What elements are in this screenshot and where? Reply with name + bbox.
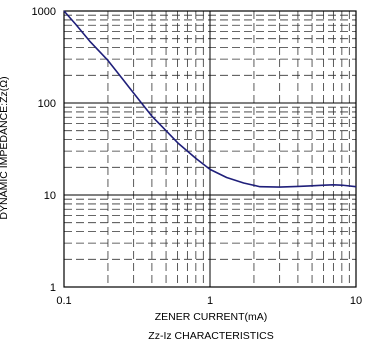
x-tick-label: 1 bbox=[207, 295, 213, 307]
x-tick-label: 10 bbox=[350, 295, 362, 307]
x-axis-title: ZENER CURRENT(mA) bbox=[155, 311, 268, 323]
x-tick-label: 0.1 bbox=[56, 295, 71, 307]
y-axis-title: DYNAMIC IMPEDANCE:Zz(Ω) bbox=[0, 76, 10, 219]
grid-lines bbox=[63, 10, 357, 288]
plot-frame bbox=[63, 10, 357, 288]
data-series bbox=[63, 10, 357, 188]
series-line bbox=[63, 10, 357, 188]
y-tick-label: 10 bbox=[44, 190, 56, 202]
chart-title: Zz-Iz CHARACTERISTICS bbox=[148, 330, 273, 342]
y-tick-label: 100 bbox=[38, 98, 56, 110]
y-tick-label: 1 bbox=[50, 282, 56, 294]
y-tick-label: 1000 bbox=[32, 6, 56, 18]
